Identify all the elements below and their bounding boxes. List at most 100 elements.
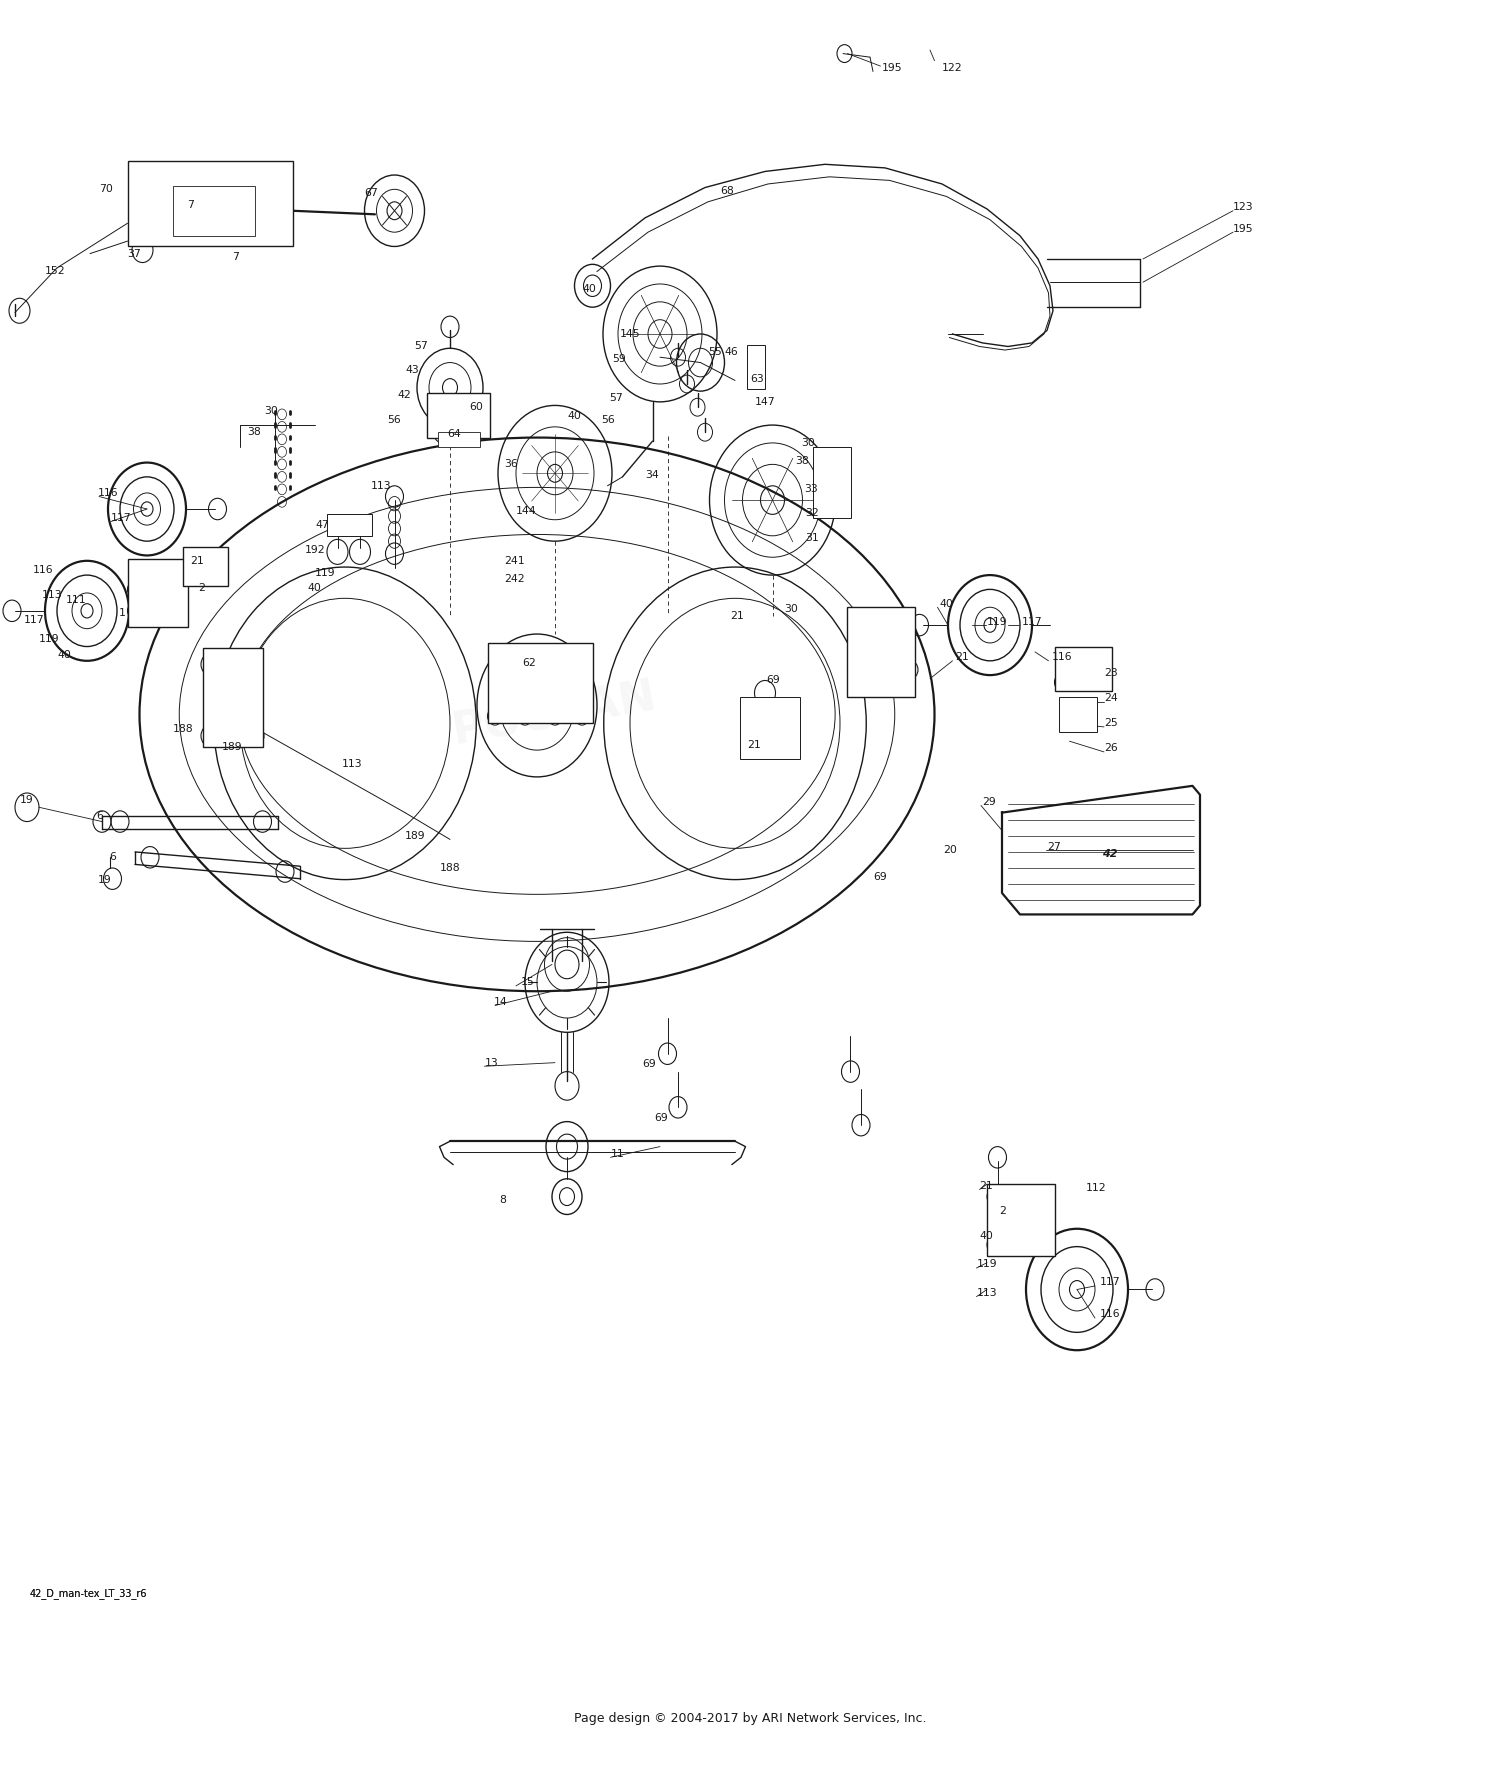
Text: 24: 24 <box>1104 693 1118 704</box>
FancyBboxPatch shape <box>438 432 480 446</box>
FancyBboxPatch shape <box>1059 697 1096 732</box>
Text: 144: 144 <box>516 505 537 516</box>
Text: 26: 26 <box>1104 743 1118 754</box>
Text: 15: 15 <box>520 977 534 988</box>
Text: 47: 47 <box>315 520 328 530</box>
Text: 42_D_man-tex_LT_33_r6: 42_D_man-tex_LT_33_r6 <box>30 1588 147 1598</box>
Text: 195: 195 <box>882 63 903 73</box>
Text: 40: 40 <box>567 411 580 421</box>
Text: 1: 1 <box>118 607 126 618</box>
Text: 188: 188 <box>440 863 460 873</box>
Text: 40: 40 <box>57 650 70 661</box>
FancyBboxPatch shape <box>488 643 592 723</box>
Text: 188: 188 <box>172 723 194 734</box>
Text: 123: 123 <box>1233 202 1254 213</box>
Text: 117: 117 <box>1022 616 1042 627</box>
FancyBboxPatch shape <box>427 393 490 438</box>
Text: 29: 29 <box>982 797 996 807</box>
Text: 42_D_man-tex_LT_33_r6: 42_D_man-tex_LT_33_r6 <box>30 1588 147 1598</box>
Text: 30: 30 <box>801 438 814 448</box>
Text: 119: 119 <box>39 634 60 645</box>
Text: 40: 40 <box>980 1231 993 1241</box>
Text: 117: 117 <box>111 513 132 523</box>
Text: 113: 113 <box>342 759 363 770</box>
Text: 69: 69 <box>766 675 780 686</box>
Text: 20: 20 <box>944 845 957 855</box>
Text: 34: 34 <box>645 470 658 480</box>
Text: 62: 62 <box>522 657 536 668</box>
Text: 116: 116 <box>98 488 118 498</box>
Text: 27: 27 <box>1047 841 1060 852</box>
Text: 119: 119 <box>976 1259 998 1270</box>
Text: 195: 195 <box>1233 223 1254 234</box>
Text: 21: 21 <box>956 652 969 663</box>
Text: 2: 2 <box>999 1206 1006 1216</box>
Text: 112: 112 <box>1086 1182 1107 1193</box>
Text: 119: 119 <box>987 616 1008 627</box>
Text: 37: 37 <box>128 248 141 259</box>
Text: 40: 40 <box>939 598 952 609</box>
FancyBboxPatch shape <box>813 446 850 518</box>
Text: 117: 117 <box>1100 1277 1120 1288</box>
FancyBboxPatch shape <box>847 607 915 697</box>
Text: 19: 19 <box>20 795 33 805</box>
Text: 116: 116 <box>33 564 54 575</box>
Text: 152: 152 <box>45 266 66 277</box>
Text: 30: 30 <box>264 405 278 416</box>
Text: 19: 19 <box>98 875 111 886</box>
Text: 56: 56 <box>602 414 615 425</box>
Text: 38: 38 <box>248 427 261 438</box>
Text: 56: 56 <box>387 414 400 425</box>
Text: 55: 55 <box>708 346 722 357</box>
Text: 60: 60 <box>470 402 483 413</box>
Text: 57: 57 <box>414 341 428 352</box>
Text: 70: 70 <box>99 184 112 195</box>
FancyBboxPatch shape <box>183 547 228 586</box>
Text: 122: 122 <box>942 63 963 73</box>
Text: 38: 38 <box>795 455 808 466</box>
Text: 6: 6 <box>110 852 117 863</box>
Text: 14: 14 <box>494 997 507 1007</box>
Text: 69: 69 <box>873 872 886 882</box>
Text: 23: 23 <box>1104 668 1118 679</box>
FancyBboxPatch shape <box>1054 647 1112 691</box>
Text: 116: 116 <box>1052 652 1072 663</box>
Text: 40: 40 <box>582 284 596 295</box>
FancyBboxPatch shape <box>202 648 262 747</box>
Text: 119: 119 <box>315 568 336 579</box>
FancyBboxPatch shape <box>747 345 765 389</box>
FancyBboxPatch shape <box>172 186 255 236</box>
Text: 57: 57 <box>609 393 622 404</box>
Text: 111: 111 <box>66 595 87 605</box>
Text: 36: 36 <box>504 459 518 470</box>
Text: 113: 113 <box>976 1288 998 1298</box>
Text: 32: 32 <box>806 507 819 518</box>
Text: 31: 31 <box>806 532 819 543</box>
Text: 21: 21 <box>980 1181 993 1191</box>
Text: 7: 7 <box>232 252 240 263</box>
Text: 7: 7 <box>188 200 195 211</box>
Text: 11: 11 <box>610 1148 624 1159</box>
Text: 69: 69 <box>642 1059 656 1070</box>
Text: 113: 113 <box>370 480 392 491</box>
Text: 147: 147 <box>754 396 776 407</box>
Text: 63: 63 <box>750 373 764 384</box>
FancyBboxPatch shape <box>740 697 800 759</box>
Text: 33: 33 <box>804 484 818 495</box>
Text: 2: 2 <box>198 582 206 593</box>
Text: 25: 25 <box>1104 718 1118 729</box>
Text: 21: 21 <box>730 611 744 622</box>
Text: 13: 13 <box>484 1057 498 1068</box>
Text: 116: 116 <box>1100 1309 1120 1320</box>
Text: 189: 189 <box>405 830 426 841</box>
Text: 43: 43 <box>405 364 418 375</box>
Text: 67: 67 <box>364 188 378 198</box>
FancyBboxPatch shape <box>327 514 372 536</box>
Text: 68: 68 <box>720 186 734 196</box>
Text: 117: 117 <box>24 614 45 625</box>
Text: 40: 40 <box>308 582 321 593</box>
Text: 64: 64 <box>447 429 460 439</box>
FancyBboxPatch shape <box>987 1184 1054 1256</box>
Text: 30: 30 <box>784 604 798 614</box>
Text: 59: 59 <box>612 354 626 364</box>
